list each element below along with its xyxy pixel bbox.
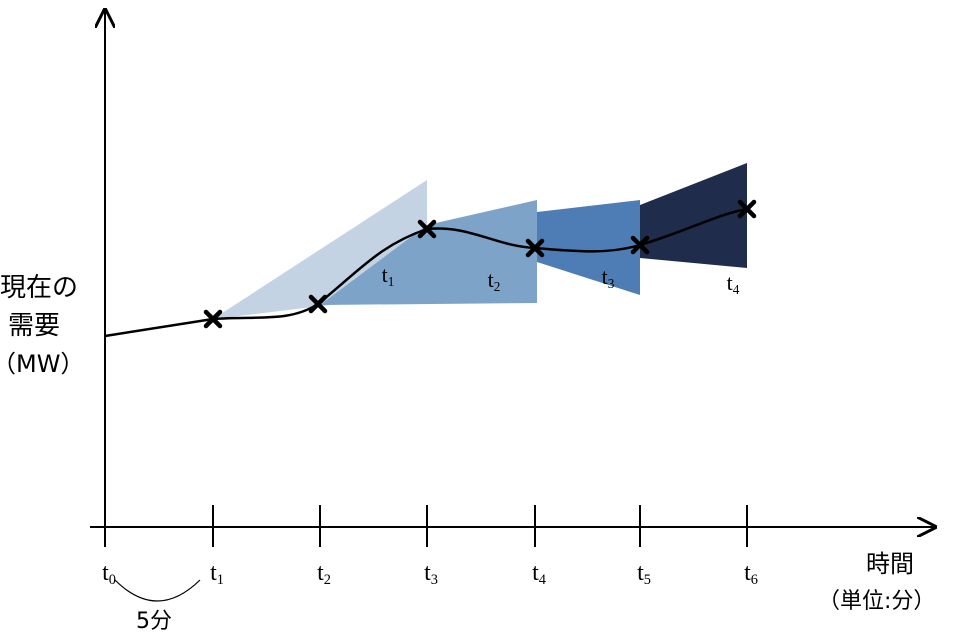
- data-point: [737, 199, 757, 219]
- data-point: [525, 238, 545, 258]
- tick-label-base: t: [744, 560, 751, 586]
- tick-label-sub: 3: [431, 572, 438, 588]
- cone-label-base: t: [727, 270, 733, 295]
- tick-label-sub: 2: [324, 572, 331, 588]
- tick-label-sub: 6: [751, 572, 758, 588]
- cone-label: t4: [727, 270, 740, 297]
- tick-label: t0: [102, 560, 116, 588]
- cone-label-base: t: [382, 262, 388, 287]
- tick-label-base: t: [532, 560, 539, 586]
- cone-label: t3: [602, 264, 615, 291]
- data-point: [308, 294, 328, 314]
- y-axis-label: 現在の: [0, 273, 78, 303]
- tick-label-sub: 4: [539, 572, 546, 588]
- cone-label-sub: 1: [388, 274, 395, 289]
- tick-label-base: t: [210, 560, 217, 586]
- cone-label-sub: 4: [733, 282, 740, 297]
- tick-label: t4: [532, 560, 546, 588]
- cone: [640, 163, 747, 268]
- tick-label: t3: [424, 560, 438, 588]
- interval-arc: [114, 579, 201, 602]
- tick-label-base: t: [424, 560, 431, 586]
- x-axis-label: 時間: [866, 550, 914, 578]
- cone-label-sub: 2: [494, 279, 501, 294]
- tick-label-base: t: [317, 560, 324, 586]
- cone-label-base: t: [602, 264, 608, 289]
- tick-label-base: t: [102, 560, 109, 586]
- interval-label: 5分: [136, 609, 172, 634]
- demand-curve: [104, 207, 748, 338]
- y-axis-label: 需要: [8, 311, 60, 341]
- tick-label: t6: [744, 560, 758, 588]
- data-point: [203, 309, 223, 329]
- data-point: [630, 235, 650, 255]
- tick-label-base: t: [637, 560, 644, 586]
- tick-label: t2: [317, 560, 331, 588]
- data-point: [417, 219, 437, 239]
- tick-label: t1: [210, 560, 224, 588]
- tick-label-sub: 1: [217, 572, 224, 588]
- cone-label-sub: 3: [608, 276, 615, 291]
- tick-label-sub: 0: [109, 572, 116, 588]
- cone-label-base: t: [488, 267, 494, 292]
- cone: [537, 200, 640, 295]
- tick-label-sub: 5: [644, 572, 651, 588]
- tick-label: t5: [637, 560, 651, 588]
- cone-label: t1: [382, 262, 395, 289]
- x-axis-label: （単位:分）: [818, 589, 935, 614]
- y-axis-label: （MW）: [0, 350, 84, 378]
- cone-label: t2: [488, 267, 501, 294]
- cone: [320, 200, 537, 305]
